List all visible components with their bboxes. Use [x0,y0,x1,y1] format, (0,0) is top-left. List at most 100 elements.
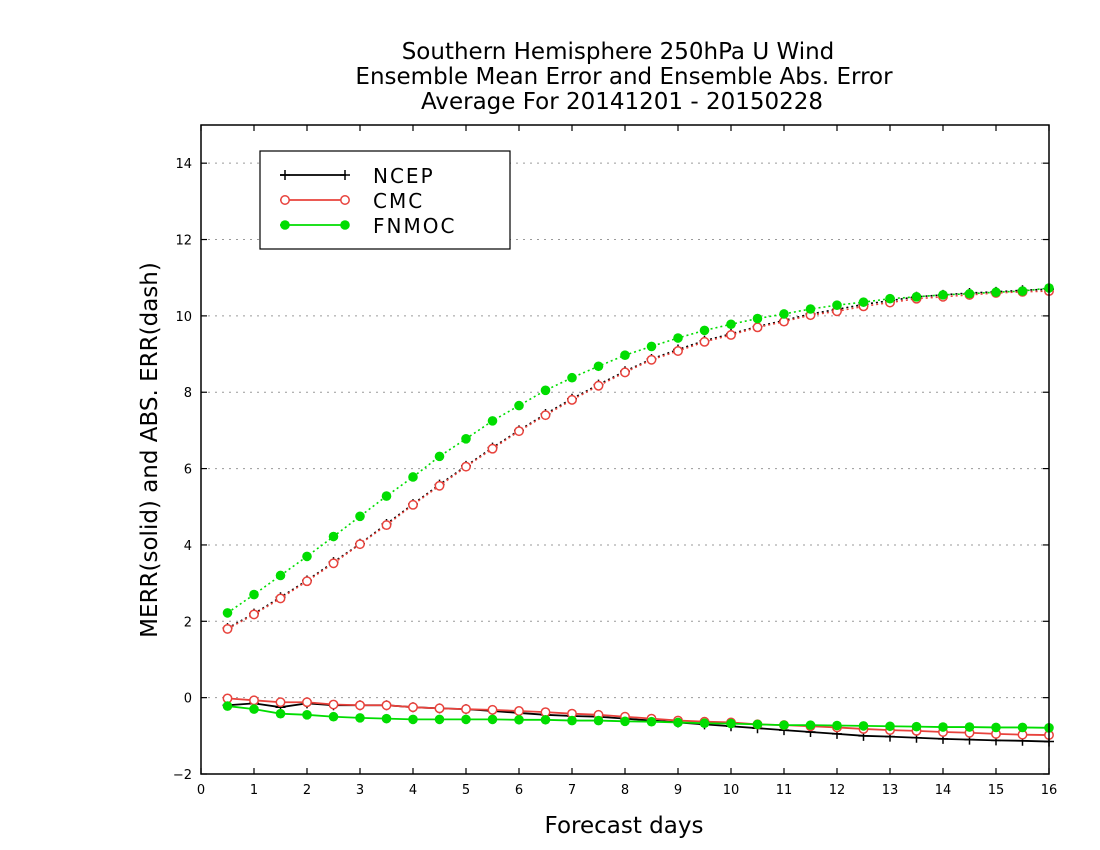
legend-marker-left-ncep [280,170,290,180]
legend-marker-left-cmc [280,195,290,205]
y-axis-label: MERR(solid) and ABS. ERR(dash) [137,262,163,638]
y-tick-label-6: 6 [184,463,192,478]
point-cmc-abs-err-11 [514,426,524,437]
x-tick-label-12: 12 [829,783,846,798]
x-tick-label-6: 6 [515,783,523,798]
point-cmc-mean-err-11 [514,706,524,716]
point-fnmoc-abs-err-28 [964,288,975,299]
grid-lines [201,162,1049,775]
series-line-fnmoc-abs-err [227,287,1050,614]
point-fnmoc-abs-err-19 [726,319,736,330]
series-fnmoc-abs-err [222,283,1054,618]
point-fnmoc-mean-err-27 [938,722,948,732]
point-fnmoc-abs-err-10 [487,416,498,426]
legend-marker-right-fnmoc [340,220,350,230]
point-cmc-abs-err-10 [487,443,498,454]
point-cmc-abs-err-15 [620,367,630,378]
point-fnmoc-abs-err-3 [302,551,312,562]
point-fnmoc-abs-err-22 [805,304,816,314]
point-fnmoc-abs-err-12 [540,385,551,396]
point-fnmoc-abs-err-20 [752,313,763,324]
point-fnmoc-abs-err-14 [593,361,604,372]
legend-marker-right-cmc [340,195,350,205]
point-fnmoc-abs-err-1 [249,589,259,600]
chart-title-line-3: Average For 20141201 - 20150228 [421,89,823,115]
point-cmc-abs-err-9 [461,461,471,472]
point-cmc-abs-err-1 [249,609,259,620]
x-tick-label-5: 5 [462,783,470,798]
y-tick-label-4: 4 [184,539,192,554]
series-lines [222,283,1054,747]
x-axis-label: Forecast days [545,813,704,839]
point-cmc-abs-err-19 [726,330,736,340]
point-fnmoc-abs-err-13 [567,372,577,383]
point-cmc-abs-err-12 [540,410,551,421]
chart-title-line-1: Southern Hemisphere 250hPa U Wind [402,39,835,65]
x-tick-label-2: 2 [303,783,311,798]
point-cmc-abs-err-18 [699,336,710,347]
series-line-ncep-abs-err [227,288,1050,629]
point-fnmoc-abs-err-8 [434,451,445,462]
point-fnmoc-abs-err-24 [858,297,869,307]
point-fnmoc-abs-err-4 [328,531,339,542]
point-fnmoc-mean-err-7 [408,714,418,725]
point-cmc-abs-err-16 [646,354,657,365]
y-tick-label-10: 10 [175,310,192,325]
legend-label-ncep: NCEP [373,164,435,188]
legend-marker-left-fnmoc [280,220,290,230]
legend-symbols [280,170,350,230]
point-fnmoc-abs-err-23 [832,300,842,310]
chart-title-line-2: Ensemble Mean Error and Ensemble Abs. Er… [355,64,893,90]
point-cmc-mean-err-5 [355,700,365,711]
legend-symbol-fnmoc [280,220,350,230]
y-tick-label--2: −2 [173,768,192,783]
point-fnmoc-mean-err-1 [249,704,259,714]
point-fnmoc-mean-err-28 [964,722,975,732]
point-fnmoc-abs-err-9 [461,434,471,444]
point-fnmoc-abs-err-16 [646,341,657,352]
point-fnmoc-mean-err-26 [911,721,922,732]
point-fnmoc-mean-err-3 [302,710,312,720]
point-cmc-mean-err-1 [249,695,259,706]
series-cmc-abs-err [222,286,1054,634]
point-fnmoc-mean-err-11 [514,714,524,725]
point-fnmoc-mean-err-21 [779,720,789,730]
legend-label-fnmoc: FNMOC [373,214,456,238]
point-fnmoc-mean-err-6 [381,713,392,724]
point-fnmoc-mean-err-17 [673,717,683,728]
point-fnmoc-abs-err-5 [355,511,365,522]
point-fnmoc-mean-err-23 [832,720,842,731]
x-tick-label-3: 3 [356,783,364,798]
y-tick-label-12: 12 [175,234,192,249]
point-cmc-abs-err-17 [673,346,683,356]
point-fnmoc-abs-err-0 [222,608,233,618]
point-cmc-abs-err-3 [302,576,312,587]
point-cmc-mean-err-10 [487,704,498,715]
x-tick-label-11: 11 [776,783,793,798]
point-cmc-abs-err-7 [408,499,418,510]
point-fnmoc-abs-err-26 [911,291,922,302]
point-fnmoc-mean-err-18 [699,718,710,729]
legend-marker-right-ncep [340,170,350,180]
point-fnmoc-mean-err-10 [487,714,498,725]
x-tick-label-7: 7 [568,783,576,798]
point-cmc-mean-err-6 [381,700,392,711]
legend: NCEP CMC FNMOC [259,150,511,250]
point-cmc-mean-err-4 [328,699,339,710]
series-fnmoc-mean-err [222,701,1054,733]
point-cmc-abs-err-5 [355,539,365,550]
legend-symbol-ncep [280,170,350,180]
point-fnmoc-mean-err-5 [355,713,365,723]
point-cmc-abs-err-13 [567,394,577,405]
x-tick-label-16: 16 [1041,783,1058,798]
series-line-ncep-mean-err [227,702,1050,743]
point-fnmoc-mean-err-30 [1017,722,1028,733]
point-fnmoc-mean-err-14 [593,715,604,726]
point-fnmoc-mean-err-0 [222,701,233,711]
point-cmc-abs-err-20 [752,322,763,333]
legend-label-cmc: CMC [373,189,424,213]
legend-symbol-cmc [280,195,350,205]
point-cmc-abs-err-0 [222,623,233,634]
point-cmc-mean-err-3 [302,697,312,708]
point-fnmoc-mean-err-8 [434,714,445,725]
